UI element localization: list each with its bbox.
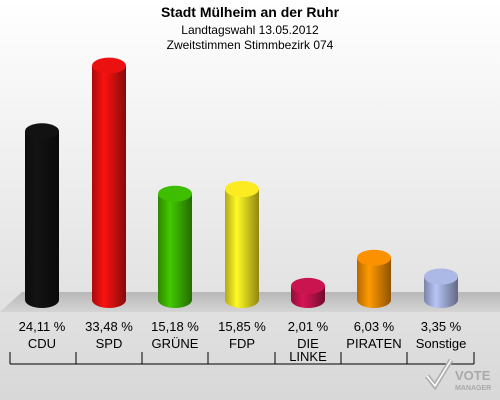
category-label-die-linke: LINKE <box>289 349 327 364</box>
bar-sonstige <box>424 268 458 308</box>
category-label-fdp: FDP <box>229 336 255 351</box>
bar-piraten <box>357 249 391 308</box>
bar-die-linke <box>291 277 325 308</box>
bars-group <box>25 57 458 308</box>
value-label-piraten: 6,03 % <box>354 319 395 334</box>
checkmark-icon <box>425 358 454 391</box>
category-brackets <box>9 352 475 365</box>
vote-manager-logo: VOTE MANAGER <box>425 358 491 392</box>
category-label-piraten: PIRATEN <box>346 336 401 351</box>
value-label-spd: 33,48 % <box>85 319 133 334</box>
bar-spd <box>92 57 126 308</box>
bar-cdu <box>25 123 59 308</box>
logo-line1: VOTE <box>455 368 491 383</box>
bar-fdp <box>225 181 259 308</box>
chart-subtitle-district: Zweitstimmen Stimmbezirk 074 <box>167 38 334 52</box>
value-label-cdu: 24,11 % <box>19 319 66 334</box>
category-label-spd: SPD <box>96 336 123 351</box>
value-labels-group: 24,11 % 33,48 % 15,18 % 15,85 % 2,01 % 6,03 %… <box>19 319 462 334</box>
category-label-die-linke: DIE <box>297 336 319 351</box>
value-label-die-linke: 2,01 % <box>288 319 329 334</box>
chart-title: Stadt Mülheim an der Ruhr <box>161 4 340 20</box>
logo-line2: MANAGER <box>455 385 491 392</box>
bar-gr-ne <box>158 185 192 308</box>
value-label-sonstige: 3,35 % <box>421 319 462 334</box>
category-label-cdu: CDU <box>28 336 56 351</box>
value-label-gr-ne: 15,18 % <box>151 319 199 334</box>
category-label-sonstige: Sonstige <box>416 336 467 351</box>
chart-subtitle-date: Landtagswahl 13.05.2012 <box>181 23 319 37</box>
value-label-fdp: 15,85 % <box>218 319 266 334</box>
category-label-gr-ne: GRÜNE <box>152 336 199 351</box>
